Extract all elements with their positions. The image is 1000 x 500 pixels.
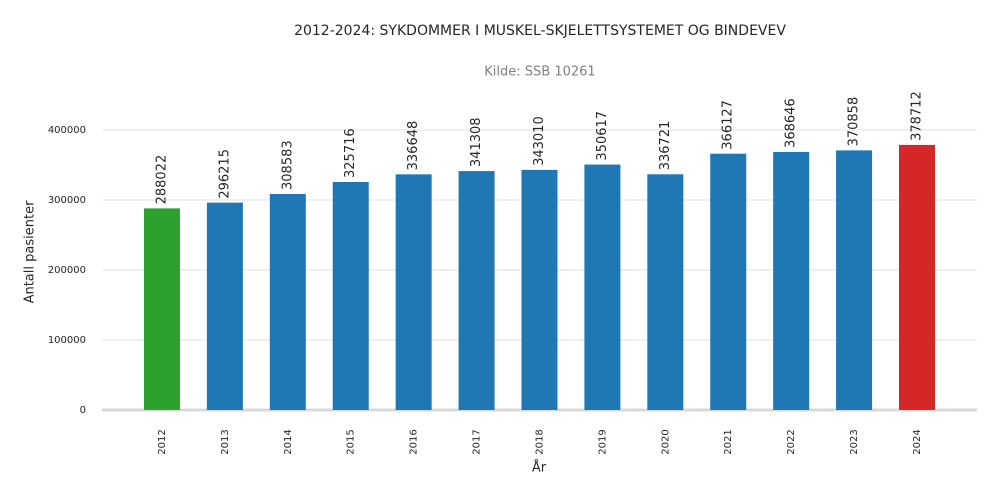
- bar: [269, 193, 306, 410]
- value-label: 308583: [280, 140, 295, 190]
- bar: [332, 181, 369, 410]
- bar: [710, 153, 747, 410]
- x-tick-label: 2018: [534, 429, 545, 454]
- bar: [899, 144, 935, 410]
- y-tick-label: 200000: [48, 265, 86, 276]
- value-label: 350617: [595, 111, 610, 161]
- value-label: 366127: [721, 100, 736, 150]
- bar: [647, 174, 684, 410]
- x-tick-label: 2023: [849, 429, 860, 454]
- x-tick-label: 2021: [723, 429, 734, 454]
- x-tick-label: 2020: [660, 429, 671, 454]
- x-tick-label: 2024: [912, 429, 923, 454]
- chart-title: 2012-2024: SYKDOMMER I MUSKEL-SKJELETTSY…: [294, 23, 786, 39]
- bar: [395, 174, 432, 410]
- value-label: 370858: [847, 97, 862, 147]
- value-label: 378712: [910, 91, 925, 141]
- bar: [458, 171, 495, 410]
- value-label: 325716: [343, 128, 358, 178]
- x-tick-label: 2015: [346, 429, 357, 454]
- bar: [521, 169, 558, 410]
- y-tick-label: 300000: [48, 195, 86, 206]
- bar: [584, 164, 621, 410]
- value-label: 341308: [469, 117, 484, 167]
- value-label: 288022: [154, 155, 169, 205]
- x-tick-label: 2016: [409, 429, 420, 454]
- x-tick-label: 2012: [157, 429, 168, 454]
- value-label: 296215: [217, 149, 232, 199]
- x-tick-label: 2014: [283, 429, 294, 454]
- value-label: 368646: [784, 98, 799, 148]
- bar: [773, 151, 810, 410]
- bar: [143, 208, 180, 410]
- value-label: 343010: [532, 116, 547, 166]
- x-tick-label: 2013: [220, 429, 231, 454]
- bar: [836, 150, 873, 410]
- y-tick-label: 100000: [48, 335, 86, 346]
- y-axis-label: Antall pasienter: [23, 200, 38, 303]
- x-tick-label: 2022: [786, 429, 797, 454]
- chart-subtitle: Kilde: SSB 10261: [484, 65, 595, 80]
- x-axis-label: År: [532, 460, 547, 476]
- y-tick-label: 0: [80, 405, 86, 416]
- bar: [206, 202, 243, 410]
- x-tick-label: 2019: [597, 429, 608, 454]
- x-tick-label: 2017: [472, 429, 483, 454]
- y-tick-label: 400000: [48, 125, 86, 136]
- value-label: 336721: [658, 121, 673, 171]
- value-label: 336648: [406, 121, 421, 171]
